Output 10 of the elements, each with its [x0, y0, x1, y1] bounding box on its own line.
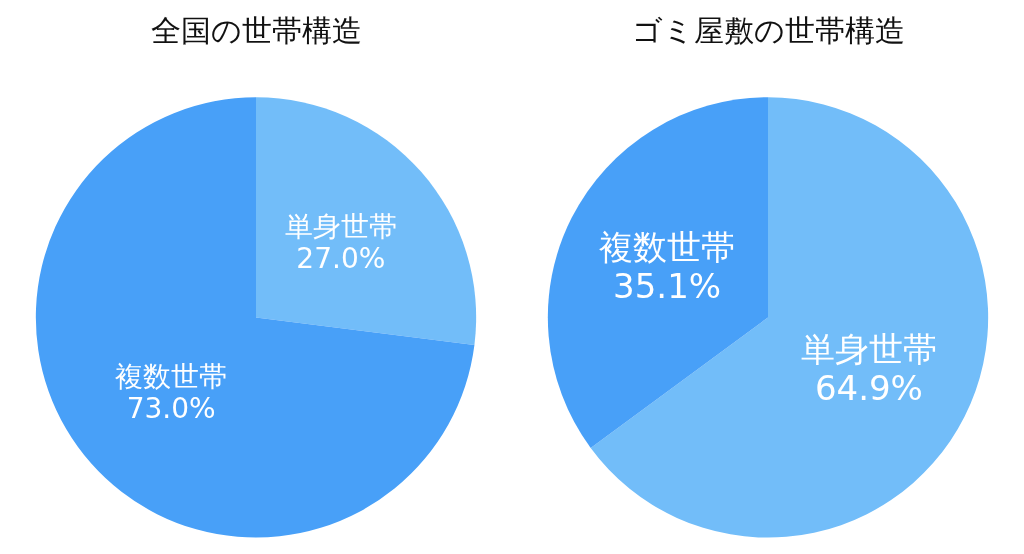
- data-label: 64.9%: [814, 368, 923, 409]
- slice-label: 複数世帯: [599, 226, 736, 267]
- slice-label: 単身世帯: [284, 210, 397, 244]
- slice-label: 単身世帯: [800, 328, 937, 369]
- data-label: 35.1%: [613, 265, 722, 306]
- chart-title: ゴミ屋敷の世帯構造: [631, 12, 905, 48]
- slice-label: 複数世帯: [115, 359, 228, 393]
- chart-title: 全国の世帯構造: [150, 12, 362, 48]
- data-label: 27.0%: [296, 242, 386, 276]
- data-label: 73.0%: [126, 391, 216, 425]
